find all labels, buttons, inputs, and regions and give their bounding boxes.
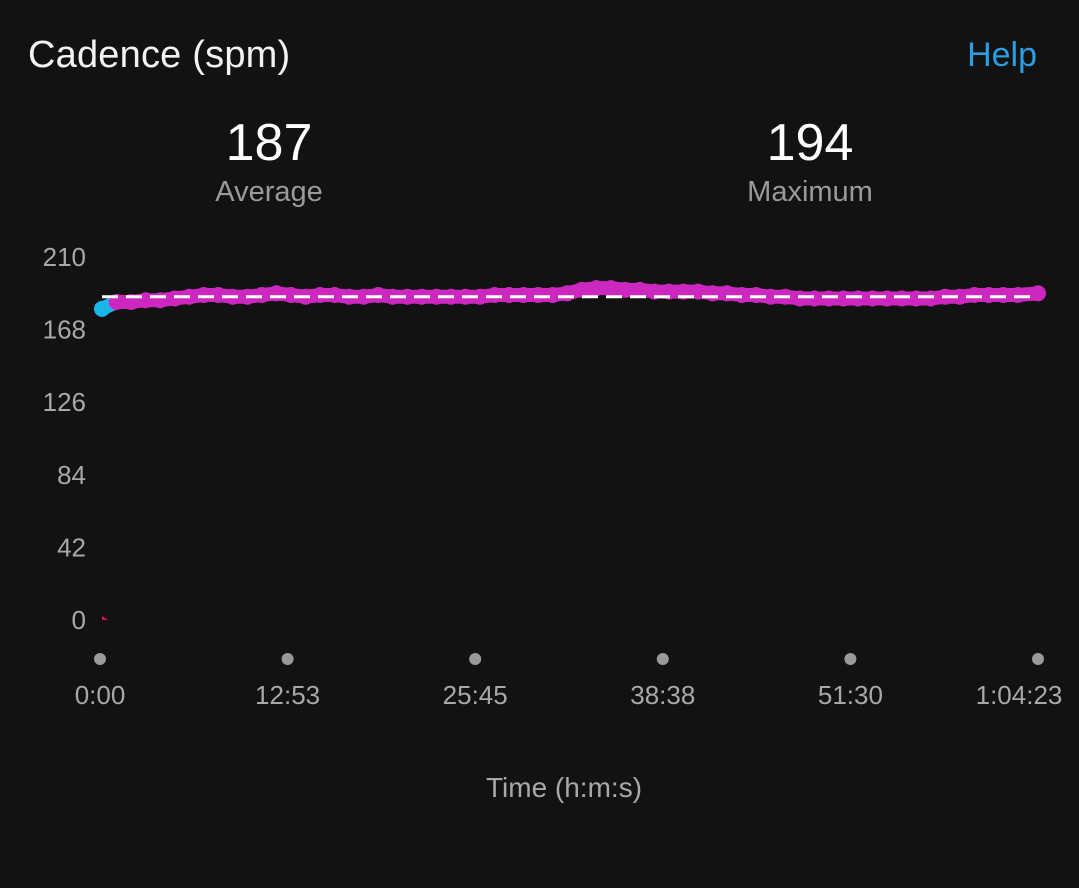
- x-tick-dot: [656, 653, 669, 665]
- data-point: [268, 285, 285, 302]
- x-tick-label: 1:04:23: [976, 680, 1063, 710]
- data-point: [995, 287, 1012, 304]
- x-tick-label: 12:53: [255, 680, 320, 710]
- x-tick-dot: [281, 653, 294, 665]
- data-point: [908, 290, 925, 307]
- x-tick-label: 51:30: [818, 680, 883, 710]
- data-point: [573, 281, 590, 298]
- data-point: [370, 287, 387, 304]
- data-point: [806, 290, 823, 307]
- data-point: [355, 288, 372, 305]
- x-tick-dot: [844, 653, 857, 665]
- x-tick-dot: [469, 653, 482, 665]
- data-point: [559, 285, 576, 302]
- x-tick-label: 0:00: [75, 680, 126, 710]
- y-tick-label: 210: [43, 242, 86, 272]
- data-point: [922, 290, 939, 307]
- y-tick-label: 42: [57, 532, 86, 562]
- data-point: [253, 287, 270, 304]
- data-point: [719, 285, 736, 302]
- data-point: [501, 287, 518, 304]
- data-point: [791, 290, 808, 307]
- data-point: [893, 290, 910, 307]
- x-axis-title: Time (h:m:s): [486, 772, 642, 803]
- help-link[interactable]: Help: [967, 36, 1037, 74]
- data-point: [428, 288, 445, 305]
- data-point: [748, 287, 765, 304]
- data-point: [152, 292, 169, 309]
- data-point: [195, 287, 212, 304]
- data-point: [399, 288, 416, 305]
- data-point: [94, 300, 110, 317]
- data-point: [471, 288, 488, 305]
- average-stat: 187 Average: [119, 112, 419, 209]
- data-point: [835, 290, 852, 307]
- data-point: [210, 287, 227, 304]
- x-tick-label: 25:45: [443, 680, 508, 710]
- data-point: [515, 287, 532, 304]
- data-point: [312, 287, 329, 304]
- data-point: [617, 281, 634, 298]
- y-tick-label: 84: [57, 460, 86, 490]
- x-tick-label: 38:38: [630, 680, 695, 710]
- maximum-value: 194: [766, 114, 854, 172]
- data-point: [980, 287, 997, 304]
- y-tick-label: 0: [72, 605, 86, 635]
- data-point: [602, 280, 619, 297]
- average-value: 187: [225, 114, 313, 172]
- data-point: [864, 290, 881, 307]
- x-tick-dot: [94, 653, 106, 665]
- data-point: [966, 287, 983, 304]
- average-label: Average: [215, 176, 323, 208]
- maximum-label: Maximum: [747, 176, 873, 208]
- low-cadence-marker: [102, 616, 108, 620]
- data-point: [530, 287, 547, 304]
- data-point: [1030, 285, 1046, 302]
- x-tick-dot: [1032, 653, 1044, 665]
- data-point: [631, 281, 648, 298]
- y-tick-label: 168: [43, 315, 86, 345]
- data-point: [588, 280, 605, 297]
- data-point: [704, 285, 721, 302]
- data-point: [544, 287, 561, 304]
- data-point: [166, 290, 183, 307]
- maximum-stat: 194 Maximum: [660, 112, 960, 209]
- x-axis-ticks: 0:00 12:53 25:45 38:38 51:30 1:04:23: [75, 653, 1063, 710]
- page-title: Cadence (spm): [28, 34, 291, 76]
- cadence-series: [94, 280, 1046, 620]
- data-point: [486, 287, 503, 304]
- data-point: [282, 287, 299, 304]
- data-point: [951, 288, 968, 305]
- data-point: [879, 290, 896, 307]
- data-point: [137, 292, 154, 309]
- data-point: [326, 287, 343, 304]
- y-tick-label: 126: [43, 387, 86, 417]
- data-point: [849, 290, 866, 307]
- data-point: [762, 288, 779, 305]
- y-axis-ticks: 210 168 126 84 42 0: [43, 242, 86, 635]
- data-point: [733, 287, 750, 304]
- data-point: [820, 290, 837, 307]
- data-point: [1009, 287, 1026, 304]
